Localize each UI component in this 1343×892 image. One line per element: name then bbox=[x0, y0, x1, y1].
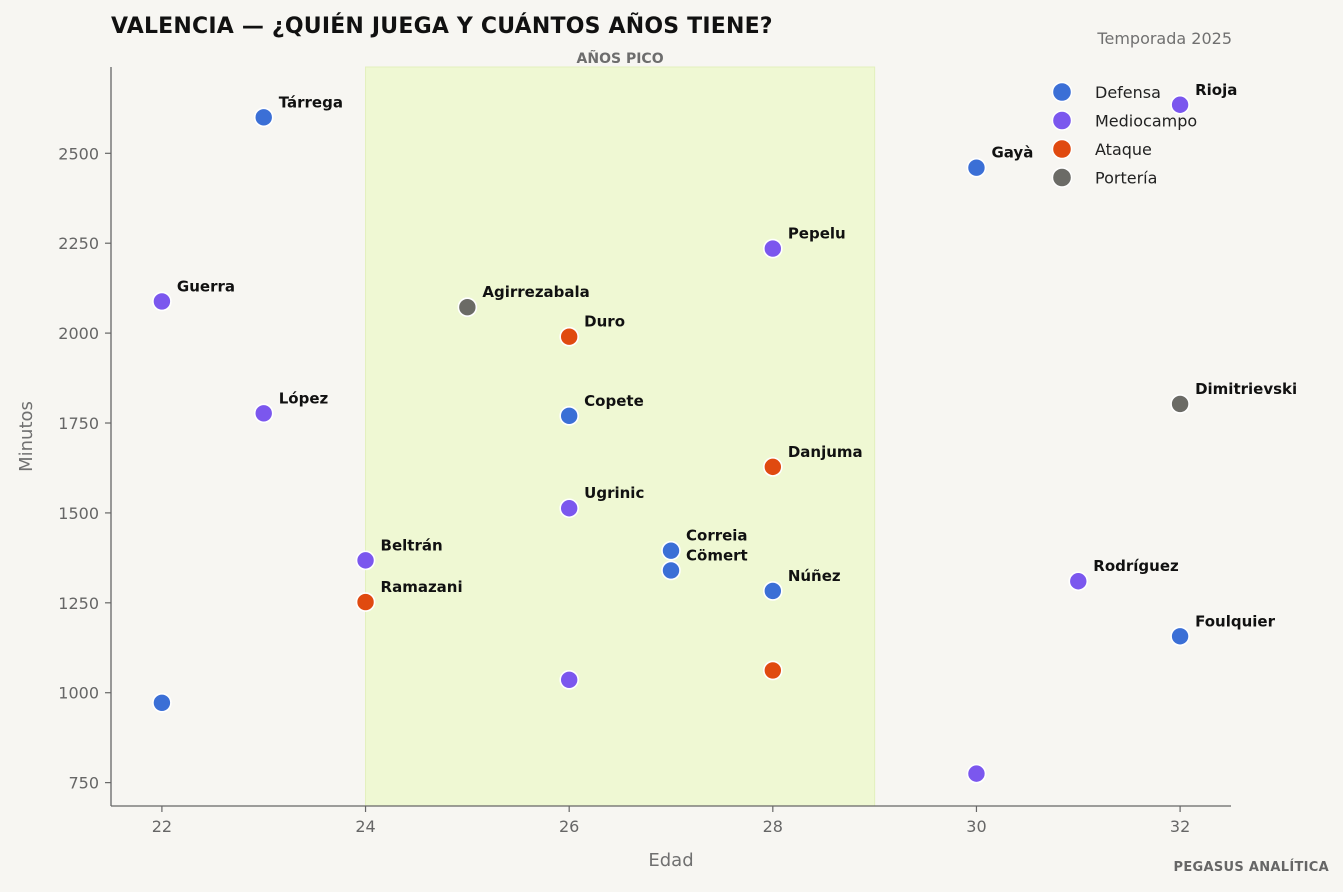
legend-label: Portería bbox=[1095, 169, 1157, 188]
data-point bbox=[763, 660, 783, 681]
y-tick-label: 1750 bbox=[58, 414, 99, 433]
legend-marker bbox=[1051, 138, 1073, 160]
point-label: Rioja bbox=[1195, 81, 1237, 99]
data-point bbox=[1170, 94, 1190, 115]
x-tick-label: 28 bbox=[763, 817, 783, 836]
season-label: Temporada 2025 bbox=[1097, 29, 1232, 48]
legend-label: Mediocampo bbox=[1095, 112, 1197, 131]
data-point bbox=[253, 107, 274, 128]
data-point bbox=[966, 763, 987, 784]
point-label: Guerra bbox=[177, 277, 235, 295]
point-label: Rodríguez bbox=[1093, 557, 1179, 575]
point-label: Danjuma bbox=[788, 443, 863, 461]
y-tick-label: 1500 bbox=[58, 504, 99, 523]
data-point bbox=[763, 457, 783, 477]
legend-label: Defensa bbox=[1095, 83, 1161, 102]
peak-age-label: AÑOS PICO bbox=[577, 50, 664, 67]
brand-label: PEGASUS ANALÍTICA bbox=[1173, 860, 1329, 875]
data-point bbox=[661, 560, 681, 581]
point-label: Ramazani bbox=[381, 578, 463, 596]
point-label: Beltrán bbox=[381, 536, 443, 554]
y-tick-label: 2250 bbox=[58, 234, 99, 253]
point-label: Copete bbox=[584, 392, 644, 410]
data-point bbox=[1068, 571, 1089, 592]
data-point bbox=[1170, 394, 1190, 414]
y-tick-label: 750 bbox=[68, 774, 99, 793]
x-axis-label: Edad bbox=[648, 850, 693, 871]
data-point bbox=[559, 406, 579, 426]
point-label: Tárrega bbox=[279, 93, 343, 111]
point-label: Cömert bbox=[686, 546, 748, 564]
legend-marker bbox=[1051, 81, 1073, 103]
chart-title: VALENCIA — ¿QUIÉN JUEGA Y CUÁNTOS AÑOS T… bbox=[111, 14, 773, 39]
point-label: Duro bbox=[584, 313, 625, 331]
data-point bbox=[966, 157, 987, 178]
legend-label: Ataque bbox=[1095, 140, 1152, 159]
point-label: López bbox=[279, 389, 329, 407]
x-tick-label: 26 bbox=[559, 817, 579, 836]
data-point bbox=[457, 297, 478, 318]
x-tick-label: 24 bbox=[355, 817, 375, 836]
data-point bbox=[152, 291, 172, 312]
point-label: Correia bbox=[686, 527, 748, 545]
data-point bbox=[763, 238, 783, 259]
y-tick-label: 2000 bbox=[58, 324, 99, 343]
point-label: Dimitrievski bbox=[1195, 380, 1297, 398]
data-point bbox=[1170, 626, 1190, 647]
data-point bbox=[559, 326, 579, 347]
data-point bbox=[763, 581, 783, 601]
point-label: Pepelu bbox=[788, 225, 846, 243]
data-point bbox=[355, 550, 376, 571]
data-point bbox=[253, 403, 274, 424]
x-tick-label: 30 bbox=[966, 817, 986, 836]
legend-marker bbox=[1051, 110, 1073, 131]
point-label: Ugrinic bbox=[584, 484, 644, 502]
x-tick-label: 22 bbox=[152, 817, 172, 836]
y-tick-label: 1000 bbox=[58, 684, 99, 703]
peak-age-band bbox=[365, 66, 876, 807]
data-point bbox=[152, 692, 172, 713]
data-point bbox=[355, 592, 376, 612]
point-label: Núñez bbox=[788, 567, 841, 585]
y-axis-label: Minutos bbox=[16, 401, 37, 472]
point-label: Agirrezabala bbox=[482, 283, 589, 301]
point-label: Foulquier bbox=[1195, 612, 1275, 630]
data-point bbox=[559, 498, 579, 519]
data-point bbox=[661, 540, 681, 561]
y-tick-label: 1250 bbox=[58, 594, 99, 613]
x-tick-label: 32 bbox=[1170, 817, 1190, 836]
legend-marker bbox=[1051, 167, 1073, 188]
y-tick-label: 2500 bbox=[58, 144, 99, 163]
data-point bbox=[559, 669, 579, 690]
point-label: Gayà bbox=[991, 144, 1033, 162]
